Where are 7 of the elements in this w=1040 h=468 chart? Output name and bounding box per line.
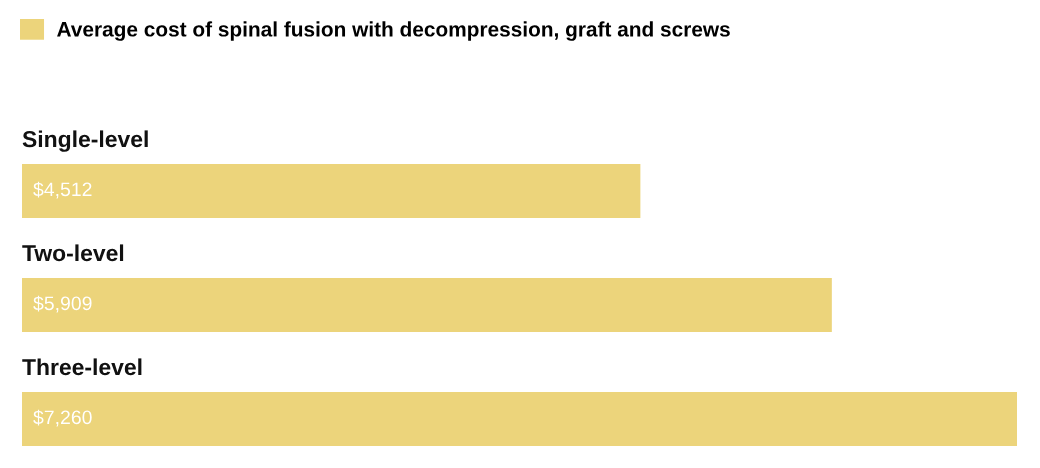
y-tick-label: Three-level xyxy=(22,358,142,376)
data-label: $5,909 xyxy=(33,295,92,313)
data-label: $7,260 xyxy=(33,409,92,427)
data-label: $4,512 xyxy=(33,181,92,199)
y-tick-label: Two-level xyxy=(22,244,124,262)
y-tick-label: Single-level xyxy=(22,130,148,152)
legend-label: Average cost of spinal fusion with decompression, graft and screws xyxy=(57,21,730,41)
